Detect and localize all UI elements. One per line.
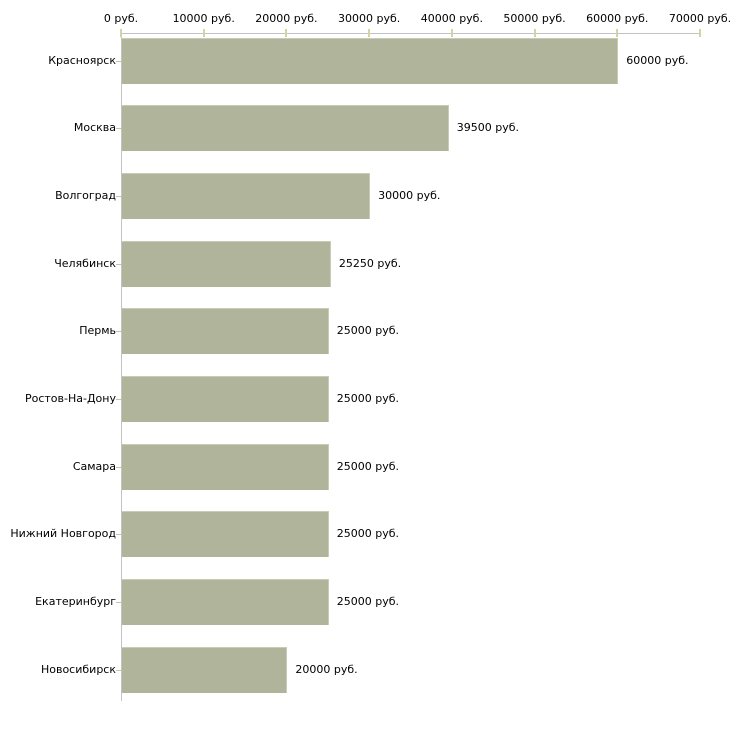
category-label: Москва bbox=[73, 121, 116, 135]
category-label: Красноярск bbox=[48, 53, 116, 67]
y-axis-line bbox=[121, 33, 122, 701]
x-axis-tick bbox=[533, 29, 536, 37]
category-label: Ростов-На-Дону bbox=[24, 392, 116, 405]
bar bbox=[122, 443, 329, 490]
category-tick bbox=[116, 534, 121, 536]
value-label: 39500 руб. bbox=[456, 121, 519, 135]
value-label: 25000 руб. bbox=[336, 459, 400, 473]
x-axis-tick bbox=[285, 29, 288, 37]
category-label: Нижний Новгород bbox=[10, 527, 116, 541]
bar bbox=[122, 172, 371, 219]
x-axis-tick-label: 50000 руб. bbox=[503, 12, 566, 25]
category-label: Челябинск bbox=[54, 256, 116, 270]
category-label: Самара bbox=[72, 459, 116, 473]
category-tick bbox=[116, 263, 121, 265]
x-axis-tick bbox=[616, 29, 619, 37]
x-axis-tick-label: 60000 руб. bbox=[586, 12, 649, 25]
x-axis-tick bbox=[202, 29, 205, 37]
x-axis-tick bbox=[450, 29, 453, 37]
value-label: 25000 руб. bbox=[336, 595, 400, 609]
value-label: 60000 руб. bbox=[626, 53, 689, 67]
bar bbox=[122, 511, 329, 558]
x-axis-tick-label: 70000 руб. bbox=[668, 12, 730, 25]
value-label: 25000 руб. bbox=[336, 527, 400, 541]
category-label: Екатеринбург bbox=[35, 595, 116, 609]
x-axis-tick-label: 40000 руб. bbox=[420, 12, 483, 25]
x-axis-line bbox=[121, 33, 701, 34]
value-label: 25000 руб. bbox=[336, 324, 400, 338]
bar bbox=[122, 646, 288, 693]
category-tick bbox=[116, 602, 121, 604]
category-tick bbox=[116, 669, 121, 671]
x-axis-tick-label: 0 руб. bbox=[103, 12, 139, 25]
category-tick bbox=[116, 466, 121, 468]
category-label: Волгоград bbox=[55, 188, 116, 202]
bar bbox=[122, 308, 329, 355]
category-label: Пермь bbox=[79, 324, 116, 338]
x-axis-tick-label: 10000 руб. bbox=[172, 12, 235, 25]
value-label: 20000 руб. bbox=[295, 662, 358, 676]
x-axis-tick bbox=[368, 29, 371, 37]
category-tick bbox=[116, 195, 121, 197]
category-tick bbox=[116, 128, 121, 130]
value-label: 30000 руб. bbox=[378, 188, 441, 202]
value-label: 25000 руб. bbox=[336, 392, 400, 405]
x-axis-tick-label: 30000 руб. bbox=[338, 12, 401, 25]
bar bbox=[122, 105, 449, 152]
x-axis-tick bbox=[120, 29, 122, 37]
value-label: 25250 руб. bbox=[338, 256, 402, 270]
bar bbox=[122, 240, 331, 287]
x-axis-tick-label: 20000 руб. bbox=[255, 12, 318, 25]
x-axis-tick bbox=[699, 29, 701, 37]
category-label: Новосибирск bbox=[40, 662, 116, 676]
bar bbox=[122, 579, 329, 626]
bar bbox=[122, 37, 619, 84]
category-tick bbox=[116, 399, 121, 400]
category-tick bbox=[116, 60, 121, 62]
bar bbox=[122, 376, 329, 422]
category-tick bbox=[116, 331, 121, 333]
